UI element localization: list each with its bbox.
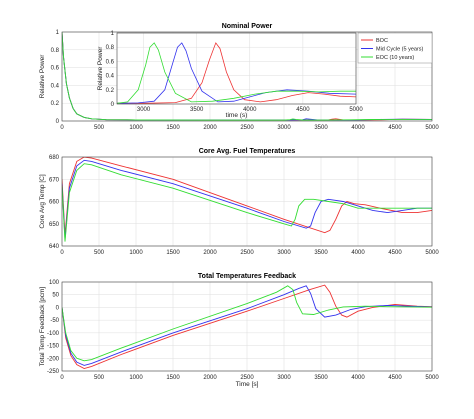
y-tick-label: 0.4: [106, 74, 115, 80]
x-tick-label: 3500: [314, 375, 328, 381]
chart-title: Total Temperatures Feedback: [198, 273, 296, 280]
y-tick-label: -200: [47, 356, 60, 362]
x-tick-label: 5000: [349, 107, 363, 113]
x-tick-label: 0: [60, 125, 64, 131]
y-tick-label: 640: [49, 244, 60, 250]
x-tick-label: 500: [94, 375, 105, 381]
series-line-boc: [117, 42, 356, 104]
series-line-eoc: [62, 32, 432, 121]
y-tick-label: 0.4: [51, 83, 60, 89]
chart-title: Core Avg. Fuel Temperatures: [199, 148, 296, 155]
x-tick-label: 5000: [425, 375, 439, 381]
x-tick-label: 4000: [243, 107, 257, 113]
y-tick-label: 680: [49, 155, 60, 161]
x-tick-label: 1000: [129, 250, 143, 256]
x-tick-label: 5000: [425, 250, 439, 256]
series-line-eoc: [62, 163, 432, 242]
x-tick-label: 3500: [314, 125, 328, 131]
chart-title: Nominal Power: [222, 23, 273, 30]
x-tick-label: 2500: [240, 125, 254, 131]
y-tick-label: 0.8: [106, 45, 115, 51]
y-tick-label: 50: [52, 293, 59, 299]
x-tick-label: 3500: [314, 250, 328, 256]
x-axis-label: time (s): [226, 112, 248, 119]
y-tick-label: 670: [49, 177, 60, 183]
x-tick-label: 2000: [203, 125, 217, 131]
legend-label: Mid Cycle (5 years): [376, 47, 424, 53]
y-axis-label: Relative Power: [97, 46, 104, 91]
x-tick-label: 3000: [277, 375, 291, 381]
x-tick-label: 1000: [129, 125, 143, 131]
chart-panel-1: 3000 3500 4000 4500 5000 0 0.2 0.4 0.6 0.8 1 Relati…: [97, 31, 363, 119]
legend: BOC Mid Cycle (5 years) EOC (10 years): [357, 32, 433, 64]
y-tick-label: -150: [47, 344, 60, 350]
x-tick-label: 1000: [129, 375, 143, 381]
x-axis-label: Time [s]: [236, 381, 259, 388]
series-line-eoc: [117, 42, 356, 104]
y-axis-label: Core Avg Temp [C]: [39, 174, 46, 229]
y-tick-label: 0.8: [51, 48, 60, 54]
y-tick-label: 0: [56, 305, 60, 311]
series-line-eoc: [62, 285, 432, 362]
x-tick-label: 3000: [277, 125, 291, 131]
series-line-mid: [62, 285, 432, 366]
y-tick-label: 660: [49, 200, 60, 206]
axes-frame: [61, 31, 433, 122]
x-tick-label: 3500: [190, 107, 204, 113]
y-tick-label: 0.2: [51, 101, 60, 107]
axes-frame: [61, 156, 433, 247]
y-tick-label: 0.2: [106, 88, 115, 94]
x-tick-label: 4500: [296, 107, 310, 113]
y-tick-label: 1: [111, 31, 115, 37]
y-tick-label: 1: [56, 30, 60, 36]
x-tick-label: 500: [94, 125, 105, 131]
legend-label: BOC: [376, 38, 388, 44]
series-line-mid: [62, 159, 432, 240]
x-tick-label: 4000: [351, 375, 365, 381]
y-tick-label: 0.6: [51, 66, 60, 72]
y-tick-label: 0: [56, 119, 60, 125]
x-tick-label: 5000: [425, 125, 439, 131]
x-tick-label: 4500: [388, 375, 402, 381]
axes-frame: [61, 281, 433, 372]
y-tick-label: -100: [47, 331, 60, 337]
chart-panel-2: 0 500 1000 1500 2000 2500 3000 3500 4000 4500 5000…: [39, 148, 439, 256]
y-tick-label: 100: [49, 280, 60, 286]
x-tick-label: 0: [60, 375, 64, 381]
x-tick-label: 4500: [388, 125, 402, 131]
x-tick-label: 4000: [351, 250, 365, 256]
y-tick-label: 0.6: [106, 59, 115, 65]
x-tick-label: 2000: [203, 375, 217, 381]
x-tick-label: 2500: [240, 375, 254, 381]
y-tick-label: -250: [47, 369, 60, 375]
axes-frame: [116, 32, 357, 105]
y-axis-label: Total Temp Feedback [pcm]: [39, 287, 46, 367]
y-tick-label: 650: [49, 222, 60, 228]
y-tick-label: -50: [50, 318, 59, 324]
y-axis-label: Relative Power: [39, 54, 46, 99]
x-tick-label: 4500: [388, 250, 402, 256]
y-tick-label: 0: [111, 102, 115, 108]
series-line-boc: [62, 284, 432, 369]
x-tick-label: 2000: [203, 250, 217, 256]
x-tick-label: 1500: [166, 375, 180, 381]
x-tick-label: 1500: [166, 125, 180, 131]
x-tick-label: 2500: [240, 250, 254, 256]
legend-label: EOC (10 years): [376, 55, 414, 61]
series-line-boc: [62, 157, 432, 235]
series-line-mid: [117, 42, 356, 104]
x-tick-label: 500: [94, 250, 105, 256]
chart-panel-3: 0 500 1000 1500 2000 2500 3000 3500 4000 4500 5000…: [39, 273, 439, 388]
x-tick-label: 3000: [277, 250, 291, 256]
x-tick-label: 4000: [351, 125, 365, 131]
x-tick-label: 3000: [137, 107, 151, 113]
x-tick-label: 0: [60, 250, 64, 256]
x-tick-label: 1500: [166, 250, 180, 256]
